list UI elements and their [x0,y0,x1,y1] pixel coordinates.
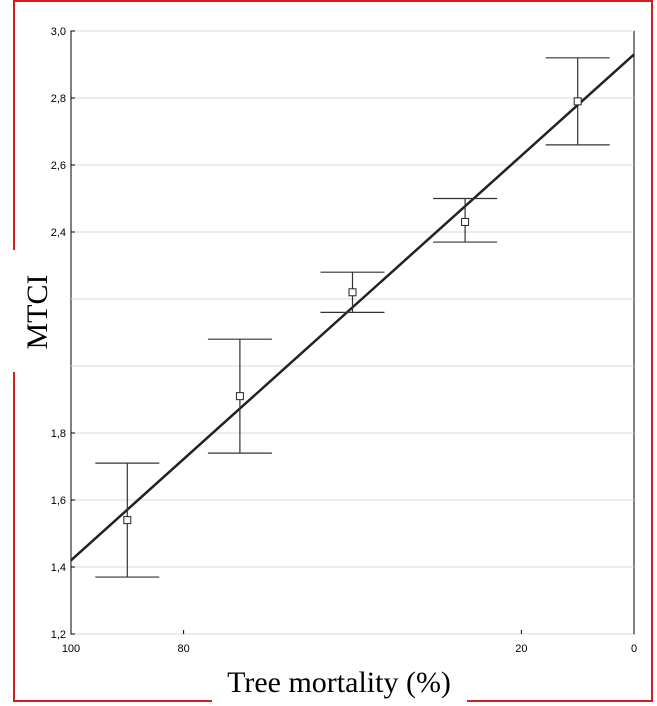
data-points [123,97,582,525]
y-tick-label: 1,4 [51,562,66,574]
y-tick-label: 1,6 [51,495,66,507]
x-tick-label: 100 [62,643,80,655]
x-tick-label: 0 [631,643,637,655]
gridlines [71,30,634,635]
y-tick-label: 2,4 [51,227,66,239]
y-tick-label: 1,2 [51,629,66,641]
y-tick-label: 3,0 [51,26,66,38]
data-point [235,392,244,401]
y-axis-title-box [10,250,64,372]
data-point [348,288,357,297]
x-tick-label: 80 [177,643,189,655]
data-point [123,516,132,525]
plot-area [70,30,635,635]
x-axis-ticks: 100 80 20 0 [62,630,637,655]
y-tick-label: 2,8 [51,93,66,105]
y-axis-ticks: 3,0 2,8 2,6 2,4 1,8 1,6 1,4 1,2 [51,26,75,641]
y-tick-label: 1,8 [51,428,66,440]
data-point [461,217,470,226]
x-axis-title-box [212,650,467,702]
data-point [573,97,582,106]
y-tick-label: 2,6 [51,160,66,172]
x-tick-label: 20 [515,643,527,655]
